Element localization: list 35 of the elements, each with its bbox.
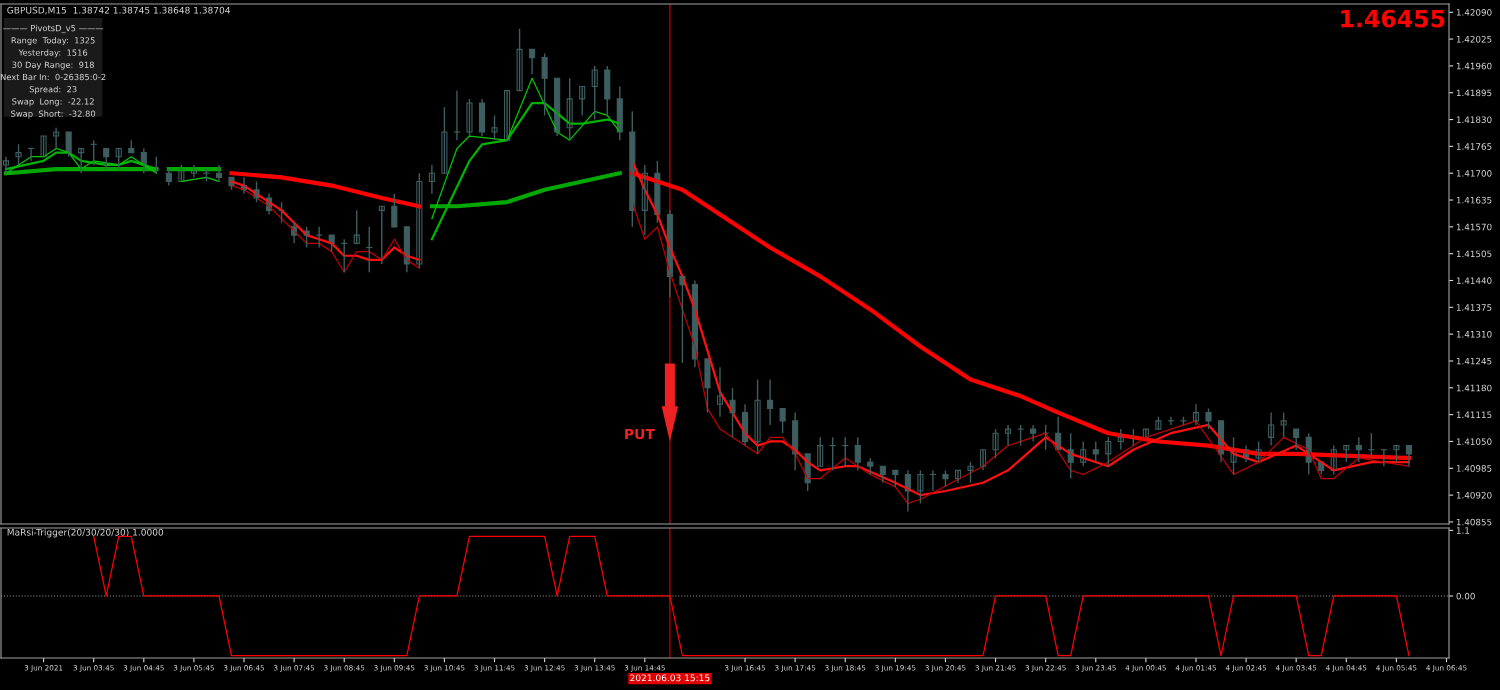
y-tick-label: 1.42090 bbox=[1456, 9, 1492, 16]
y-tick-label: 1.1 bbox=[1456, 527, 1470, 534]
annotation: 30 Day Range: 918 bbox=[12, 61, 94, 70]
annotation: ——— PivotsD_v5 ——— bbox=[3, 24, 104, 34]
annotation: Swap Long: -22.12 bbox=[12, 98, 94, 107]
y-tick-label: 1.41960 bbox=[1456, 62, 1492, 70]
annotation: Spread: 23 bbox=[29, 85, 77, 94]
y-tick-label: 1.42025 bbox=[1456, 35, 1492, 43]
y-tick-label: 1.41765 bbox=[1456, 143, 1492, 150]
y-tick-label: 1.40985 bbox=[1456, 465, 1492, 472]
chart-title: GBPUSD,M15 1.38742 1.38745 1.38648 1.38704 bbox=[7, 6, 231, 15]
y-tick-label: 1.40920 bbox=[1456, 491, 1492, 499]
y-tick-label: 1.41050 bbox=[1456, 438, 1492, 445]
y-tick-label: 1.41180 bbox=[1456, 384, 1492, 392]
y-tick-label: 1.41115 bbox=[1456, 411, 1492, 419]
y-tick-label: 1.41570 bbox=[1456, 223, 1492, 231]
annotation: 1.46455 bbox=[1341, 9, 1445, 28]
annotation: Swap Short: -32.80 bbox=[11, 110, 96, 119]
annotation: Range Today: 1325 bbox=[11, 37, 95, 46]
y-tick-label: 1.41245 bbox=[1456, 357, 1492, 365]
annotation: Yesterday: 1516 bbox=[18, 49, 88, 58]
y-tick-label: 1.41700 bbox=[1456, 170, 1492, 177]
ref-line-label: 2021.06.03 15:15 bbox=[630, 674, 710, 682]
y-tick-label: 1.41895 bbox=[1456, 89, 1492, 97]
y-tick-label: 0.00 bbox=[1456, 592, 1475, 600]
chart-title: MaRsi-Trigger(20/30/20/30) 1.0000 bbox=[7, 528, 164, 538]
y-tick-label: 1.41505 bbox=[1456, 250, 1492, 258]
annotation: PUT bbox=[625, 428, 655, 440]
y-tick-label: 1.41440 bbox=[1456, 277, 1492, 284]
annotation: Next Bar In: 0-26385:0-2 bbox=[0, 73, 106, 81]
y-tick-label: 1.41375 bbox=[1456, 304, 1492, 311]
y-tick-label: 1.41635 bbox=[1456, 196, 1492, 204]
y-tick-label: 1.41310 bbox=[1456, 330, 1492, 338]
y-tick-label: 1.40855 bbox=[1456, 518, 1492, 526]
y-tick-label: 1.41830 bbox=[1456, 116, 1492, 123]
